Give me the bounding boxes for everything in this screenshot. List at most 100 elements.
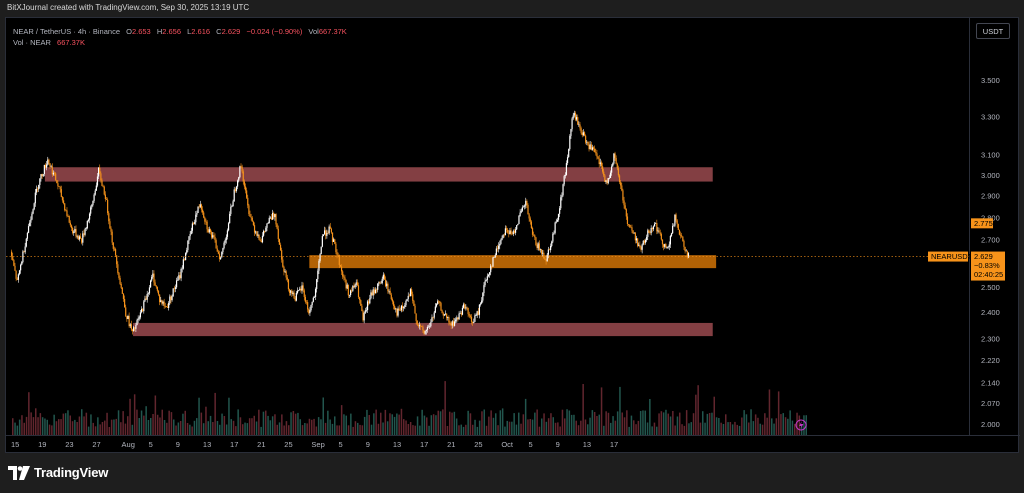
volume-bar (630, 415, 633, 435)
candle-body (44, 164, 47, 168)
volume-bar (559, 426, 561, 435)
candle-body (240, 166, 242, 167)
price-chart[interactable]: 3.5003.3003.1003.0002.9002.8002.7002.600… (6, 18, 1020, 454)
candle-body (656, 223, 658, 232)
x-tick-label: 17 (610, 440, 618, 449)
candle-body (494, 255, 496, 258)
candle-body (403, 307, 405, 309)
candle-body (411, 289, 413, 295)
candle-body (260, 240, 262, 243)
volume-bar (294, 413, 297, 435)
volume-bar (607, 412, 610, 435)
volume-bar (81, 409, 83, 435)
currency-button[interactable]: USDT (976, 23, 1010, 39)
candle-body (194, 222, 196, 224)
candle-body (69, 222, 71, 226)
volume-bar (198, 397, 200, 435)
volume-bar (386, 421, 389, 435)
volume-bar (331, 423, 334, 435)
candle-body (25, 238, 27, 247)
candle-body (268, 217, 270, 224)
chart-panel[interactable]: 3.5003.3003.1003.0002.9002.8002.7002.600… (5, 17, 1020, 454)
candle-body (502, 234, 504, 238)
volume-bar (281, 414, 283, 435)
volume-bar (60, 419, 62, 435)
y-tick-label: 3.000 (981, 171, 1000, 180)
candle-body (353, 285, 355, 288)
legend-symbol[interactable]: NEAR / TetherUS · 4h · Binance (13, 27, 120, 36)
volume-bar (359, 424, 361, 435)
zone-resistance (44, 167, 713, 182)
candle-body (430, 322, 432, 327)
candle-body (633, 232, 635, 234)
volume-bar (699, 422, 702, 435)
candle-body (36, 188, 39, 190)
candle-body (110, 228, 112, 232)
candle-body (392, 301, 395, 306)
candle-body (591, 147, 594, 150)
candle-body (477, 311, 479, 315)
candle-body (301, 285, 303, 291)
candle-body (485, 279, 487, 282)
volume-bar (62, 413, 65, 435)
volume-bar (764, 413, 766, 435)
legend-low-value: 2.616 (191, 27, 211, 36)
candle-body (355, 282, 357, 285)
candle-body (90, 207, 92, 214)
legend-high-label: H (156, 27, 163, 36)
chart-caption: BitXJournal created with TradingView.com… (7, 3, 250, 12)
candle-body (169, 296, 171, 304)
volume-bar (375, 409, 377, 435)
candle-body (637, 238, 639, 246)
candle-body (417, 324, 419, 327)
volume-bar (623, 417, 626, 435)
volume-bar (55, 421, 58, 435)
volume-bar (722, 424, 725, 435)
volume-bar (582, 384, 584, 435)
candle-body (52, 172, 55, 175)
volume-bar (51, 425, 53, 435)
volume-bar (543, 413, 545, 435)
volume-bar (412, 425, 414, 435)
candle-body (391, 299, 394, 302)
volume-bar (695, 394, 697, 435)
tradingview-logo[interactable]: TradingView (8, 465, 108, 480)
candle-body (498, 245, 500, 249)
candle-body (508, 232, 510, 234)
candle-body (105, 199, 108, 200)
candle-body (604, 175, 606, 182)
candle-body (406, 298, 408, 302)
x-tick-label: 17 (230, 440, 238, 449)
candle-body (43, 164, 45, 175)
candle-body (199, 204, 201, 208)
candle-body (79, 236, 82, 239)
candle-body (644, 240, 647, 243)
candle-body (507, 229, 509, 233)
candle-body (366, 301, 369, 311)
candle-body (596, 153, 598, 157)
volume-bar (566, 409, 568, 435)
candle-body (82, 233, 84, 243)
candle-body (452, 321, 455, 326)
candle-body (331, 232, 334, 242)
candle-body (487, 274, 490, 277)
candle-body (555, 221, 557, 223)
candle-body (677, 224, 679, 230)
volume-bar (170, 412, 173, 435)
candle-body (66, 210, 68, 216)
volume-bar (334, 416, 336, 435)
volume-bar (444, 381, 446, 435)
legend-volume-title[interactable]: Vol · NEAR (13, 38, 51, 47)
volume-bar (575, 420, 577, 435)
candle-body (178, 275, 180, 280)
volume-bar (94, 426, 97, 435)
volume-bar (545, 421, 548, 435)
tradingview-logo-icon (8, 465, 30, 480)
candle-body (308, 309, 310, 314)
candle-body (249, 214, 251, 217)
candle-body (60, 189, 62, 198)
candle-body (15, 270, 17, 279)
candle-body (609, 172, 612, 178)
candle-body (112, 242, 114, 249)
candle-body (118, 272, 120, 278)
